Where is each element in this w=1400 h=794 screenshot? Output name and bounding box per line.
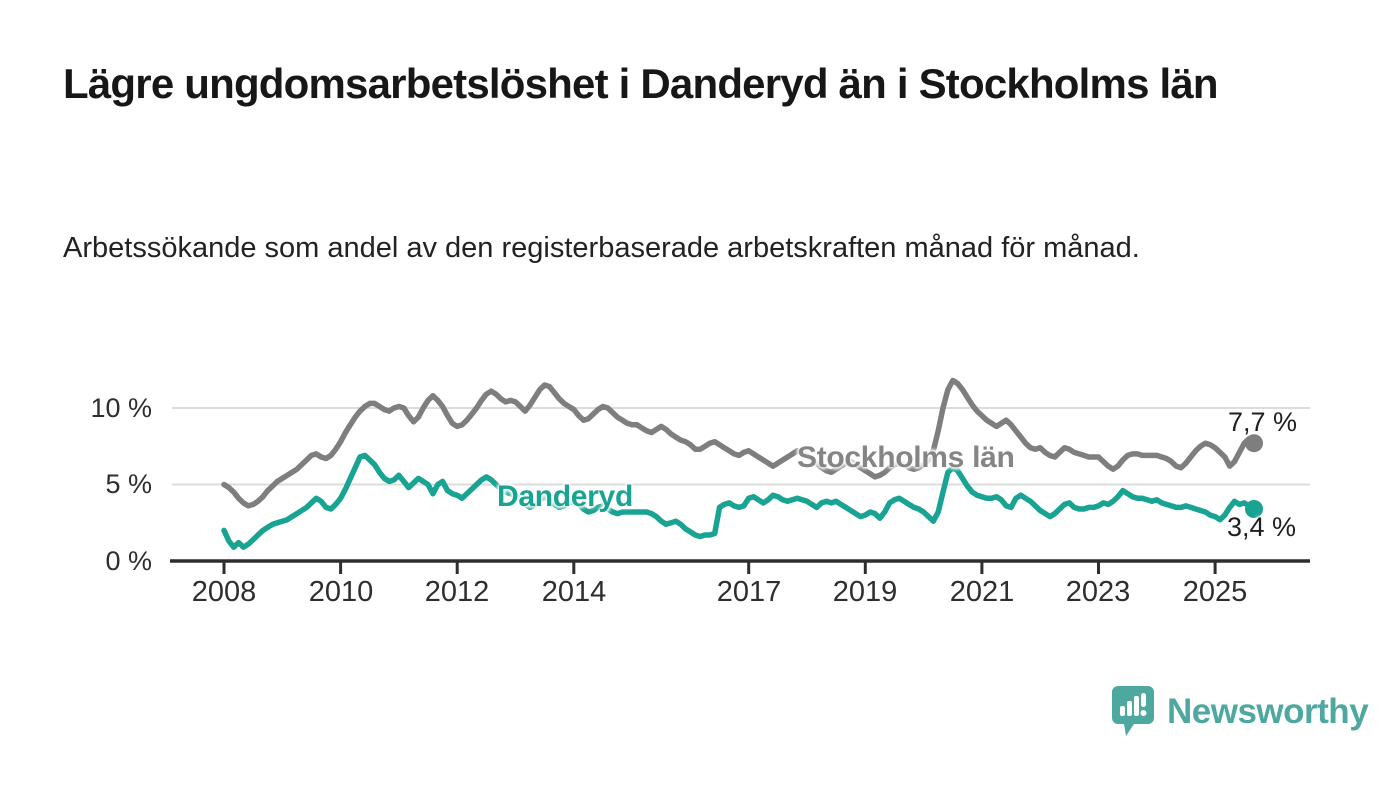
end-value-label-danderyd: 3,4 % [1227, 512, 1297, 542]
series-label-stockholms-lan: Stockholms län [797, 441, 1015, 474]
x-axis-label-2025: 2025 [1182, 576, 1248, 608]
logo-bar-medium [1127, 701, 1132, 716]
newsworthy-logo-icon [1112, 686, 1154, 736]
end-value-label-stockholms-lan: 7,7 % [1228, 407, 1298, 437]
newsworthy-logo: Newsworthy [1112, 686, 1369, 738]
page-subtitle: Arbetssökande som andel av den registerb… [63, 232, 1140, 264]
series-line-stockholms-l-n [221, 377, 1257, 509]
page-title: Lägre ungdomsarbetslöshet i Danderyd än … [63, 60, 1219, 107]
x-axis-label-2019: 2019 [832, 576, 898, 608]
y-axis-label-10: 10 % [90, 393, 152, 423]
x-axis-label-2021: 2021 [949, 576, 1015, 608]
x-axis-label-2014: 2014 [541, 576, 607, 608]
y-axis-label-0: 0 % [105, 546, 152, 576]
logo-exclamation-dot [1140, 710, 1147, 716]
y-axis-label-5: 5 % [105, 469, 152, 499]
series-label-danderyd: Danderyd [497, 480, 633, 513]
newsworthy-logo-text: Newsworthy [1167, 692, 1369, 731]
x-axis-label-2008: 2008 [191, 576, 257, 608]
x-axis-label-2023: 2023 [1065, 576, 1131, 608]
logo-bar-small [1120, 706, 1125, 716]
logo-exclamation-stick [1141, 693, 1146, 707]
series-end-dot-stockholms-l-n [1245, 434, 1263, 453]
x-axis-label-2010: 2010 [308, 576, 374, 608]
series-line-danderyd [221, 452, 1257, 550]
x-axis-label-2012: 2012 [424, 576, 490, 608]
logo-bar-large [1134, 696, 1139, 716]
series-end-dot-danderyd [1245, 500, 1263, 518]
x-axis-label-2017: 2017 [716, 576, 782, 608]
